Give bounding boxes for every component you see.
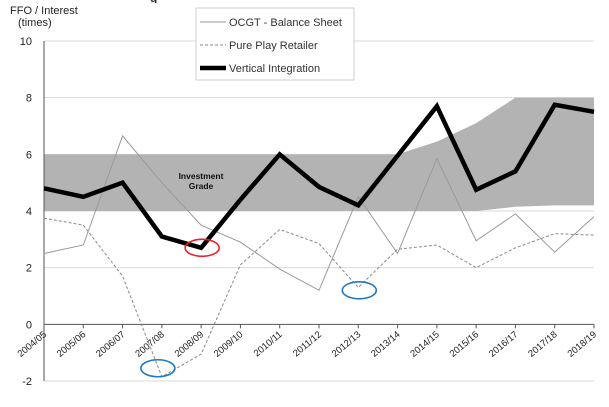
highlight-ellipse-1 <box>184 238 220 258</box>
y-tick-label-8: 8 <box>26 93 32 105</box>
band-label-line-2: Grade <box>189 181 214 191</box>
x-tick-label-2007-08: 2007/08 <box>133 329 166 360</box>
legend-label-vertical-integration: Vertical Integration <box>229 63 320 75</box>
x-tick-label-2015-16: 2015/16 <box>448 329 481 360</box>
legend-label-pure-play-retailer: Pure Play Retailer <box>229 40 318 52</box>
y-tick-label-4: 4 <box>26 206 32 218</box>
y-axis-title-line-2: (times) <box>18 17 52 29</box>
x-tick-label-2006-07: 2006/07 <box>94 329 127 360</box>
highlight-ellipse-3 <box>341 281 378 300</box>
x-tick-label-2008-09: 2008/09 <box>173 329 206 360</box>
band-label-line-1: Investment <box>179 171 224 181</box>
x-tick-label-2018-19: 2018/19 <box>566 329 599 360</box>
x-tick-label-2011-12: 2011/12 <box>291 329 324 359</box>
series-pure-play-retailer <box>43 217 595 378</box>
y-tick-label-0: 0 <box>26 319 32 331</box>
band-area <box>44 97 594 211</box>
x-tick-label-2009-10: 2009/10 <box>212 329 245 360</box>
highlight-ellipse-2 <box>140 358 176 378</box>
series-vertical-integration <box>43 101 595 251</box>
x-tick-label-2016-17: 2016/17 <box>487 329 520 360</box>
y-tick-label-6: 6 <box>26 149 32 161</box>
x-tick-label-2012-13: 2012/13 <box>330 329 363 360</box>
y-tick-label-10: 10 <box>20 36 32 48</box>
chart-title-fragment: g <box>150 0 550 3</box>
y-axis-title-line-1: FFO / Interest <box>10 5 78 17</box>
axes <box>43 41 595 381</box>
legend-label-ocgt-balance-sheet: OCGT - Balance Sheet <box>229 17 342 29</box>
x-tick-label-2010-11: 2010/11 <box>252 329 285 359</box>
y-tick-label-2: 2 <box>26 263 32 275</box>
series-lines <box>43 101 595 378</box>
x-tick-label-2017-18: 2017/18 <box>526 329 559 360</box>
x-tick-label-2005-06: 2005/06 <box>55 329 88 360</box>
series-line-pure-play-retailer <box>43 217 595 378</box>
highlight-ellipses <box>140 238 378 378</box>
y-tick-label-2: -2 <box>22 376 32 388</box>
x-tick-label-2014-15: 2014/15 <box>408 329 441 360</box>
series-ocgt-balance-sheet <box>43 134 595 292</box>
x-tick-label-2013-14: 2013/14 <box>369 329 402 360</box>
legend: OCGT - Balance Sheet Pure Play Retailer Ve… <box>195 7 355 81</box>
